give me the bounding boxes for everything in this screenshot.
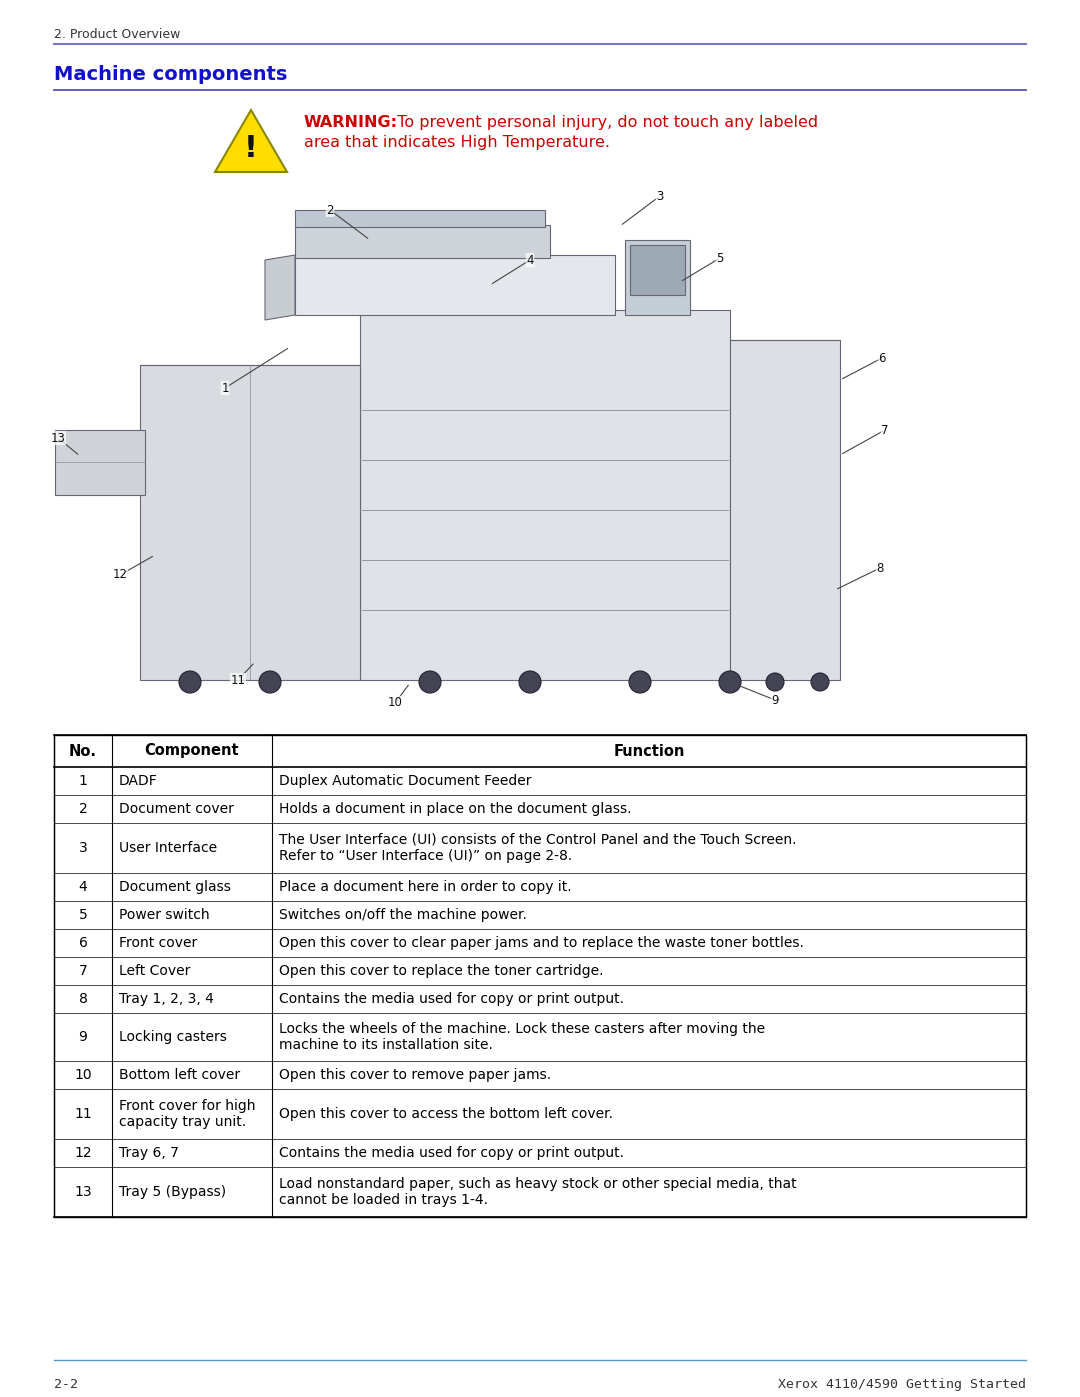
Text: Front cover for high
capacity tray unit.: Front cover for high capacity tray unit. — [119, 1099, 256, 1129]
Polygon shape — [625, 240, 690, 314]
Text: Tray 5 (Bypass): Tray 5 (Bypass) — [119, 1185, 226, 1199]
Text: User Interface: User Interface — [119, 841, 217, 855]
Text: 10: 10 — [75, 1067, 92, 1083]
Text: 2-2: 2-2 — [54, 1377, 78, 1391]
Text: Left Cover: Left Cover — [119, 964, 190, 978]
Text: Machine components: Machine components — [54, 66, 287, 84]
Text: Component: Component — [145, 743, 240, 759]
Text: Front cover: Front cover — [119, 936, 198, 950]
Text: Document cover: Document cover — [119, 802, 234, 816]
Text: 8: 8 — [876, 562, 883, 574]
Text: 9: 9 — [771, 693, 779, 707]
Text: 13: 13 — [51, 432, 66, 444]
Bar — [54, 735, 1026, 1217]
Text: Open this cover to clear paper jams and to replace the waste toner bottles.: Open this cover to clear paper jams and … — [279, 936, 804, 950]
Polygon shape — [140, 365, 360, 680]
Text: Place a document here in order to copy it.: Place a document here in order to copy i… — [279, 880, 571, 894]
Text: The User Interface (UI) consists of the Control Panel and the Touch Screen.
Refe: The User Interface (UI) consists of the … — [279, 833, 797, 863]
Polygon shape — [295, 225, 550, 258]
Circle shape — [811, 673, 829, 692]
Text: !: ! — [244, 134, 258, 163]
Polygon shape — [630, 244, 685, 295]
Polygon shape — [215, 110, 287, 172]
Text: Holds a document in place on the document glass.: Holds a document in place on the documen… — [279, 802, 632, 816]
Text: Contains the media used for copy or print output.: Contains the media used for copy or prin… — [279, 1146, 624, 1160]
Text: 6: 6 — [79, 936, 87, 950]
Polygon shape — [730, 339, 840, 680]
Text: 12: 12 — [75, 1146, 92, 1160]
Text: Tray 1, 2, 3, 4: Tray 1, 2, 3, 4 — [119, 992, 214, 1006]
Text: Document glass: Document glass — [119, 880, 231, 894]
Text: 1: 1 — [221, 381, 229, 394]
Text: 11: 11 — [230, 673, 245, 686]
Text: 4: 4 — [526, 253, 534, 267]
Circle shape — [519, 671, 541, 693]
Text: No.: No. — [69, 743, 97, 759]
Polygon shape — [55, 430, 145, 495]
Circle shape — [259, 671, 281, 693]
Text: 2: 2 — [79, 802, 87, 816]
Text: 2: 2 — [326, 204, 334, 217]
Text: 3: 3 — [657, 190, 664, 203]
Text: 7: 7 — [79, 964, 87, 978]
Text: 8: 8 — [79, 992, 87, 1006]
Text: 12: 12 — [112, 569, 127, 581]
Polygon shape — [265, 256, 295, 320]
Polygon shape — [360, 310, 730, 680]
Text: Tray 6, 7: Tray 6, 7 — [119, 1146, 179, 1160]
Text: 5: 5 — [79, 908, 87, 922]
Text: Function: Function — [613, 743, 685, 759]
Text: Locking casters: Locking casters — [119, 1030, 227, 1044]
Text: area that indicates High Temperature.: area that indicates High Temperature. — [303, 136, 610, 149]
Circle shape — [179, 671, 201, 693]
Text: 9: 9 — [79, 1030, 87, 1044]
Polygon shape — [295, 256, 615, 314]
Text: Open this cover to remove paper jams.: Open this cover to remove paper jams. — [279, 1067, 551, 1083]
Text: Contains the media used for copy or print output.: Contains the media used for copy or prin… — [279, 992, 624, 1006]
Text: 2. Product Overview: 2. Product Overview — [54, 28, 180, 41]
Text: 6: 6 — [878, 352, 886, 365]
Text: Xerox 4110/4590 Getting Started: Xerox 4110/4590 Getting Started — [778, 1377, 1026, 1391]
Text: 10: 10 — [388, 697, 403, 710]
Text: 1: 1 — [79, 774, 87, 788]
Text: Locks the wheels of the machine. Lock these casters after moving the
machine to : Locks the wheels of the machine. Lock th… — [279, 1021, 765, 1052]
Circle shape — [766, 673, 784, 692]
Text: DADF: DADF — [119, 774, 158, 788]
Text: 13: 13 — [75, 1185, 92, 1199]
Text: Open this cover to access the bottom left cover.: Open this cover to access the bottom lef… — [279, 1106, 613, 1120]
Text: Power switch: Power switch — [119, 908, 210, 922]
Text: To prevent personal injury, do not touch any labeled: To prevent personal injury, do not touch… — [387, 115, 819, 130]
Circle shape — [419, 671, 441, 693]
Circle shape — [719, 671, 741, 693]
Text: 4: 4 — [79, 880, 87, 894]
Text: 3: 3 — [79, 841, 87, 855]
Text: Load nonstandard paper, such as heavy stock or other special media, that
cannot : Load nonstandard paper, such as heavy st… — [279, 1176, 797, 1207]
Text: 11: 11 — [75, 1106, 92, 1120]
Text: Open this cover to replace the toner cartridge.: Open this cover to replace the toner car… — [279, 964, 604, 978]
Text: Duplex Automatic Document Feeder: Duplex Automatic Document Feeder — [279, 774, 531, 788]
Polygon shape — [295, 210, 545, 226]
Circle shape — [629, 671, 651, 693]
Text: 7: 7 — [881, 423, 889, 436]
Text: Bottom left cover: Bottom left cover — [119, 1067, 240, 1083]
Text: WARNING:: WARNING: — [303, 115, 399, 130]
Text: 5: 5 — [716, 251, 724, 264]
Text: Switches on/off the machine power.: Switches on/off the machine power. — [279, 908, 527, 922]
